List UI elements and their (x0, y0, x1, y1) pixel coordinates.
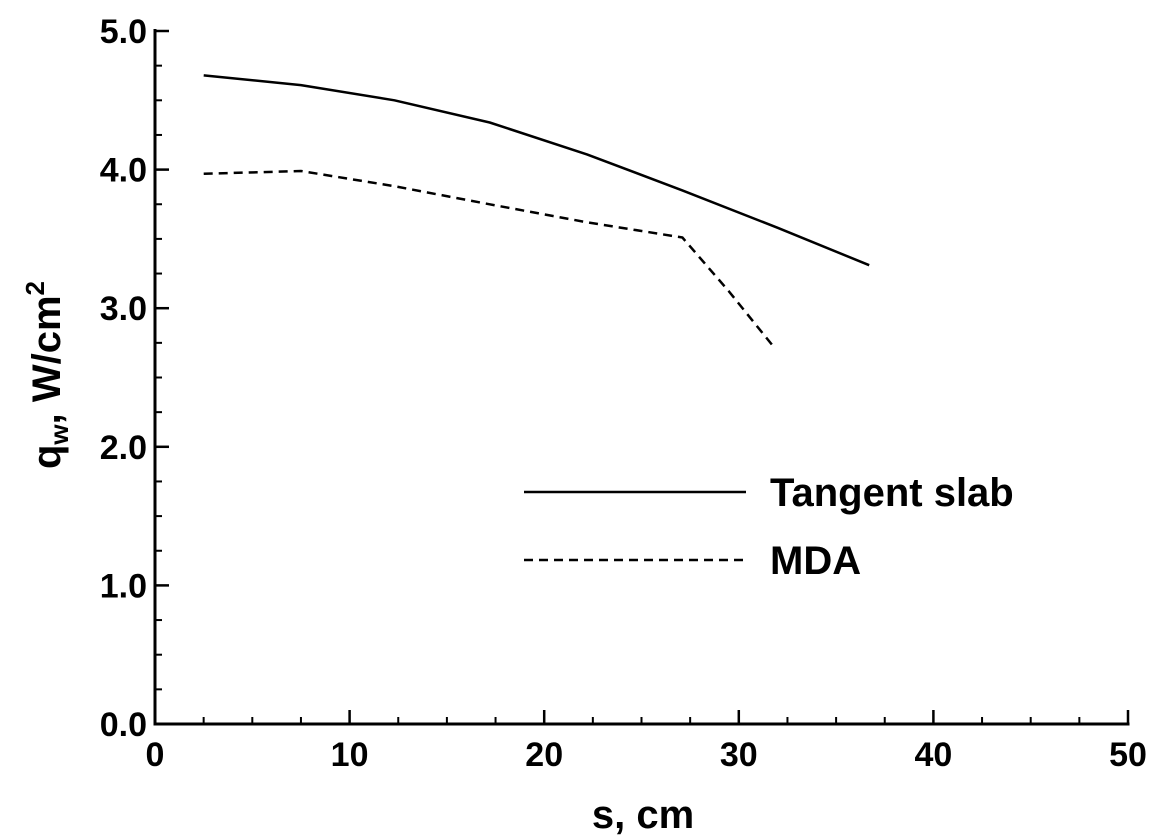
x-tick-label: 10 (331, 736, 369, 774)
y-axis-title-unit: , W/cm (25, 295, 69, 424)
x-tick-label: 0 (146, 736, 165, 774)
legend-label: MDA (770, 539, 861, 583)
y-tick-label: 0.0 (100, 706, 147, 744)
axes (153, 29, 1130, 726)
y-axis-title-main: q (25, 445, 69, 469)
ticks (153, 29, 1130, 726)
legend-label: Tangent slab (770, 471, 1014, 515)
x-tick-label: 50 (1109, 736, 1147, 774)
x-axis-title: s, cm (592, 793, 694, 837)
series-line-tangent-slab (203, 74, 870, 267)
y-tick-label: 4.0 (100, 152, 147, 190)
legend: Tangent slab MDA (524, 471, 1014, 583)
y-tick-label: 3.0 (100, 290, 147, 328)
x-tick-label: 20 (525, 736, 563, 774)
series-line-mda (203, 169, 775, 348)
y-tick-label: 5.0 (100, 13, 147, 51)
y-axis-title-subscript: w (44, 424, 74, 446)
y-axis-title-superscript: 2 (20, 281, 50, 295)
x-tick-label: 40 (914, 736, 952, 774)
y-axis-title: qw, W/cm2 (20, 281, 74, 469)
y-tick-label: 1.0 (100, 567, 147, 605)
tick-labels: 0 10 20 30 40 50 0.0 1.0 2.0 3.0 4.0 5.0 (100, 13, 1147, 774)
y-tick-label: 2.0 (100, 429, 147, 467)
x-tick-label: 30 (720, 736, 758, 774)
series-lines (203, 74, 870, 348)
